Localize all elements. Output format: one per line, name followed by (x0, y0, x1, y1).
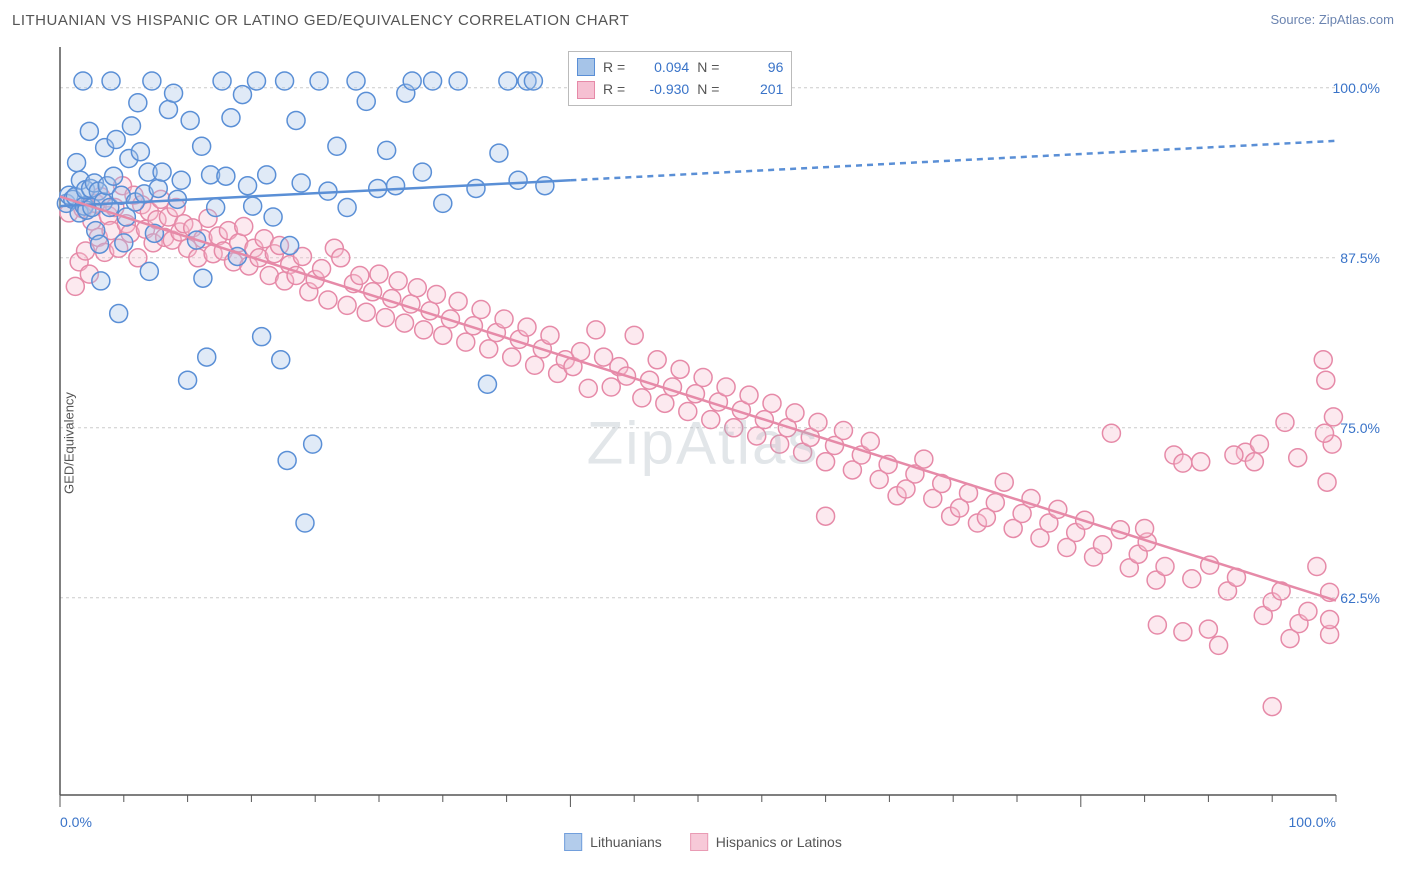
chart-title: LITHUANIAN VS HISPANIC OR LATINO GED/EQU… (12, 12, 629, 29)
swatch-a (577, 58, 595, 76)
swatch-b (577, 81, 595, 99)
r-value-a: 0.094 (633, 56, 689, 78)
y-axis-label: GED/Equivalency (61, 392, 76, 494)
legend-item-a: Lithuanians (564, 833, 662, 851)
chart-container: GED/Equivalency 0.0% 100.0% 62.5% 75.0% 87.5… (12, 33, 1394, 853)
stats-row-a: R = 0.094 N = 96 (577, 56, 783, 78)
legend-label-a: Lithuanians (590, 834, 662, 850)
n-value-a: 96 (727, 56, 783, 78)
legend-swatch-a (564, 833, 582, 851)
svg-text:87.5%: 87.5% (1340, 250, 1380, 266)
svg-text:62.5%: 62.5% (1340, 590, 1380, 606)
legend-swatch-b (690, 833, 708, 851)
source-attribution: Source: ZipAtlas.com (1270, 12, 1394, 27)
r-value-b: -0.930 (633, 78, 689, 100)
legend-bottom: Lithuanians Hispanics or Latinos (564, 833, 842, 851)
source-name: ZipAtlas.com (1319, 12, 1394, 27)
svg-text:100.0%: 100.0% (1333, 80, 1380, 96)
source-label: Source: (1270, 12, 1318, 27)
r-label-a: R = (603, 56, 625, 78)
n-label-b: N = (697, 78, 719, 100)
scatter-chart: 0.0% 100.0% 62.5% 75.0% 87.5% 100.0% (12, 33, 1394, 853)
stats-legend-box: R = 0.094 N = 96 R = -0.930 N = 201 (568, 51, 792, 106)
legend-item-b: Hispanics or Latinos (690, 833, 842, 851)
n-value-b: 201 (727, 78, 783, 100)
r-label-b: R = (603, 78, 625, 100)
svg-text:0.0%: 0.0% (60, 814, 92, 830)
svg-text:100.0%: 100.0% (1289, 814, 1336, 830)
n-label-a: N = (697, 56, 719, 78)
legend-label-b: Hispanics or Latinos (716, 834, 842, 850)
svg-text:75.0%: 75.0% (1340, 420, 1380, 436)
stats-row-b: R = -0.930 N = 201 (577, 78, 783, 100)
